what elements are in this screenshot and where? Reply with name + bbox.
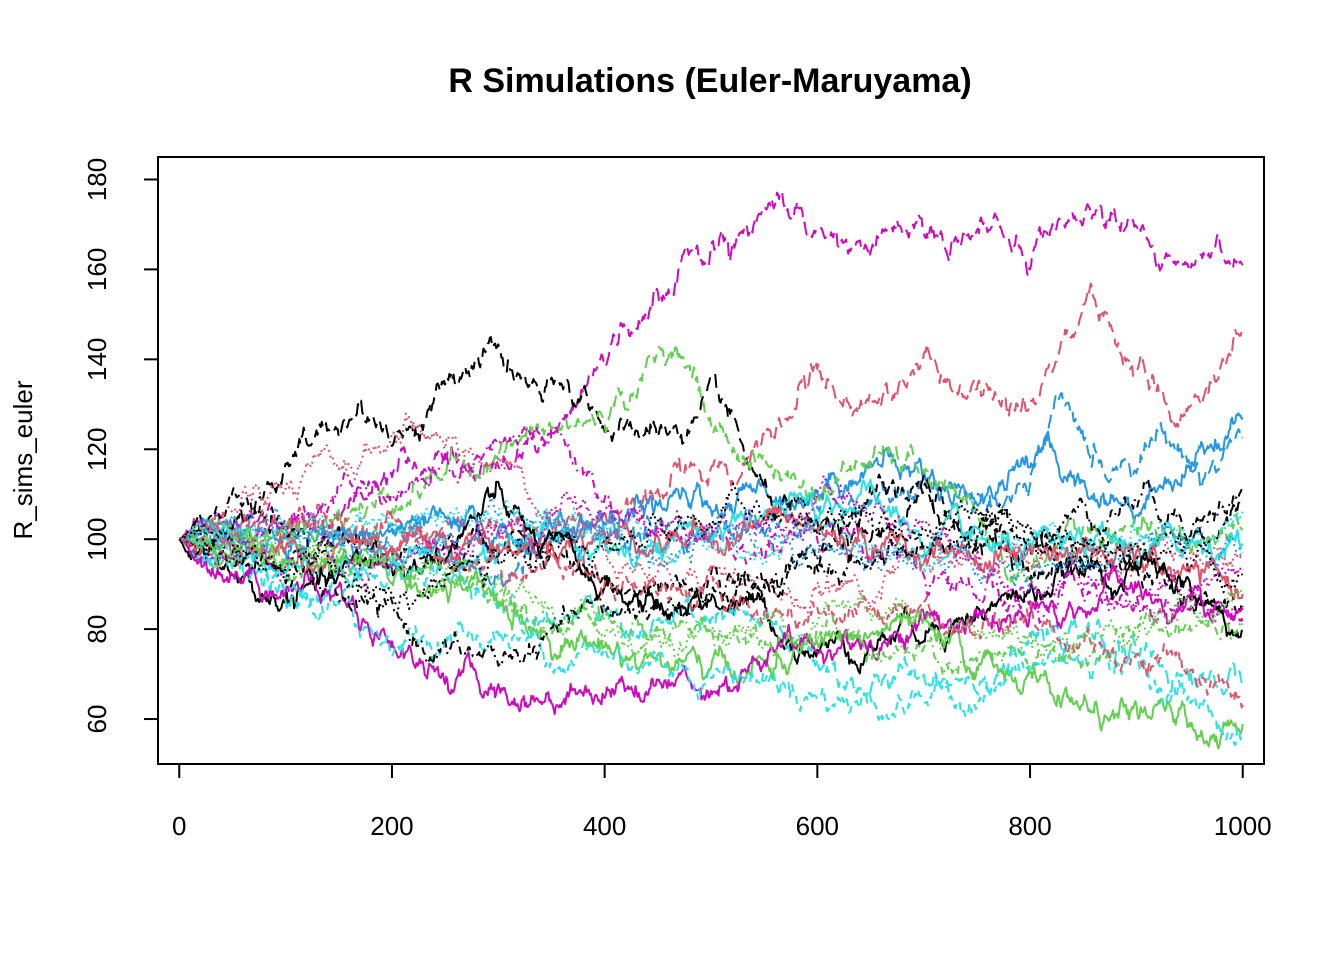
x-tick-label: 0 [172, 811, 186, 841]
x-tick-label: 400 [583, 811, 626, 841]
series-line-5 [178, 336, 1244, 573]
series-line-12 [178, 480, 1244, 675]
series-line-6 [178, 346, 1244, 583]
series-line-20 [179, 506, 1244, 709]
series-line-1 [178, 190, 1244, 556]
series-line-13 [179, 529, 1244, 704]
series-line-7 [178, 412, 1244, 614]
series-line-17 [179, 477, 1243, 667]
series-layer [178, 190, 1244, 750]
y-tick-label: 180 [82, 158, 112, 201]
chart-title: R Simulations (Euler-Maruyama) [448, 62, 971, 100]
y-tick-label: 60 [82, 705, 112, 734]
series-line-16 [179, 530, 1244, 747]
y-tick-label: 120 [82, 428, 112, 471]
y-axis-label: R_sims_euler [8, 380, 38, 539]
series-line-18 [179, 527, 1244, 677]
series-line-19 [179, 496, 1244, 591]
x-axis: 0 200 400 600 800 1000 [172, 763, 1272, 841]
y-tick-label: 100 [82, 517, 112, 560]
y-tick-label: 140 [82, 338, 112, 381]
series-line-21 [178, 515, 1244, 665]
y-tick-label: 160 [82, 248, 112, 291]
series-line-24 [178, 482, 1244, 611]
series-line-22 [179, 497, 1244, 575]
series-line-15 [178, 538, 1244, 716]
y-tick-label: 80 [82, 615, 112, 644]
x-tick-label: 600 [796, 811, 839, 841]
x-tick-label: 1000 [1214, 811, 1272, 841]
y-axis: 60 80 100 120 140 160 180 [82, 158, 159, 734]
x-tick-label: 200 [370, 811, 413, 841]
x-tick-label: 800 [1008, 811, 1051, 841]
